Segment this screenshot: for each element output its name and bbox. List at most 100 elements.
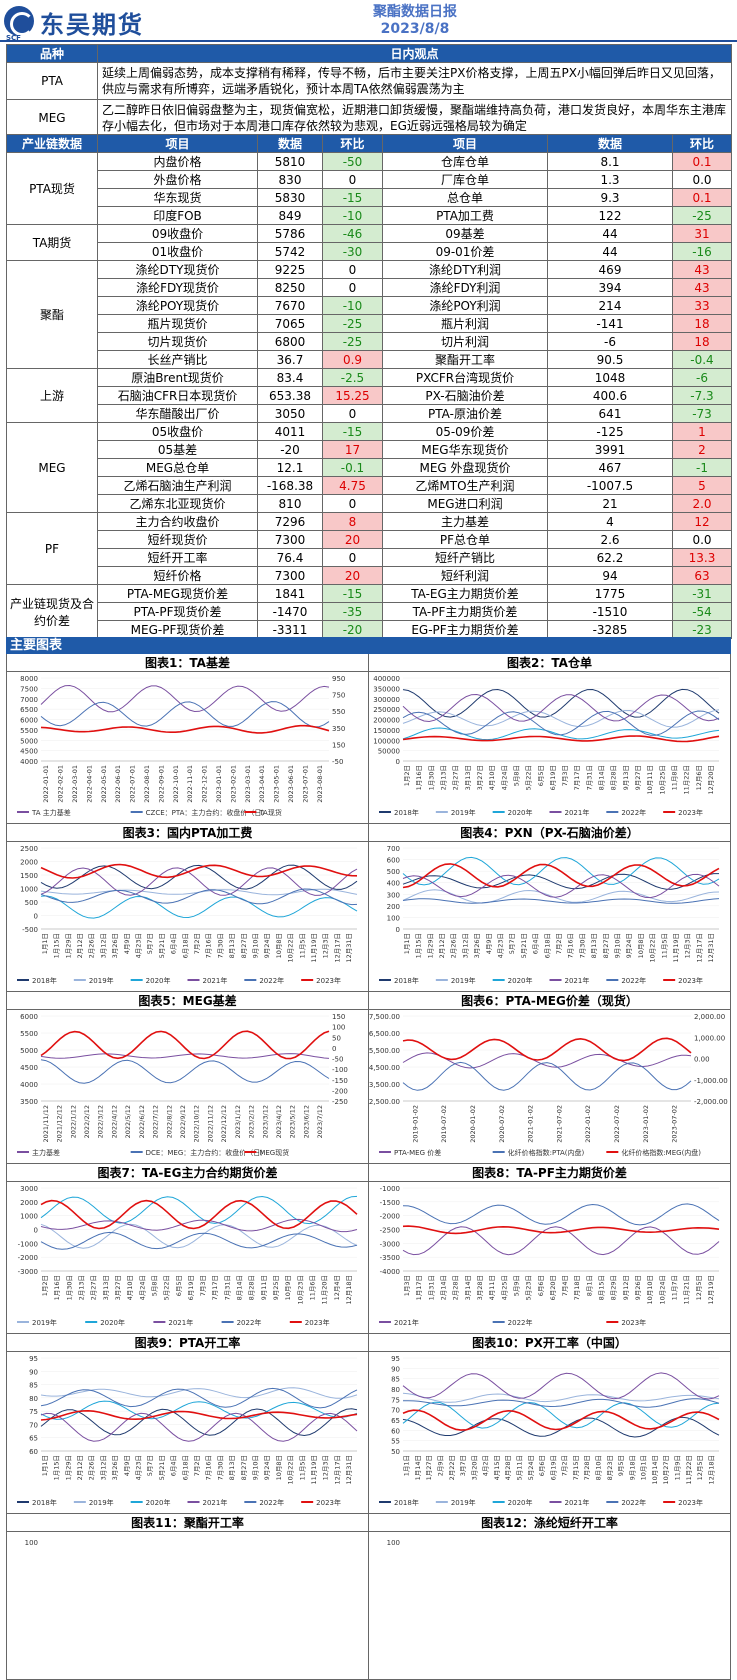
x-tick-label: 2022-03-01 xyxy=(71,765,79,803)
y-tick-label: 60 xyxy=(391,1427,400,1435)
data-table-item-change: -25 xyxy=(322,332,383,351)
data-table-item-change: 0.1 xyxy=(672,188,732,207)
x-tick-label: 8月14日 xyxy=(598,765,606,790)
data-table-group: 上游 xyxy=(6,368,98,423)
series-line xyxy=(40,895,358,919)
x-tick-label: 2021/12/12 xyxy=(56,1105,64,1142)
data-table-item-name: TA-PF主力期货价差 xyxy=(382,602,548,621)
data-table-item-name: 涤纶POY利润 xyxy=(382,296,548,315)
x-tick-label: 4月9日 xyxy=(123,1455,131,1476)
data-table-item-name: 切片利润 xyxy=(382,332,548,351)
x-tick-label: 3月27日 xyxy=(114,1275,122,1300)
x-tick-label: 2023/3/12 xyxy=(261,1105,269,1138)
data-table-item-change: -20 xyxy=(322,620,383,639)
x-tick-label: 7月31日 xyxy=(585,765,593,790)
x-tick-label: 2023-06-01 xyxy=(287,765,295,803)
x-tick-label: 2月12日 xyxy=(76,933,84,958)
data-table-item-value: 653.38 xyxy=(257,386,323,405)
x-tick-label: 10月22日 xyxy=(649,933,657,963)
y-tick-label: 75 xyxy=(391,1396,400,1404)
data-table-item-value: 467 xyxy=(547,458,673,477)
x-tick-label: 2022-04-01 xyxy=(85,765,93,803)
data-table-item-value: -1510 xyxy=(547,602,673,621)
x-tick-label: 10月22日 xyxy=(287,1455,295,1485)
brand-name: 东吴期货 xyxy=(40,11,144,39)
series-line xyxy=(402,693,720,723)
data-table-item-change: -25 xyxy=(672,206,732,225)
x-tick-label: 4月2日 xyxy=(482,1455,490,1476)
data-table-item-name: MEG总仓单 xyxy=(97,458,258,477)
data-table-item-name: MEG华东现货价 xyxy=(382,440,548,459)
data-table-item-change: 63 xyxy=(672,566,732,585)
data-table-item-value: 214 xyxy=(547,296,673,315)
legend-label: 2020年 xyxy=(508,808,533,817)
legend-label: 2021年 xyxy=(203,1498,228,1507)
legend-label: 2019年 xyxy=(451,808,476,817)
x-tick-label: 5月23日 xyxy=(525,1275,533,1300)
data-table-item-name: TA-EG主力期货价差 xyxy=(382,584,548,603)
series-line xyxy=(40,701,330,728)
data-table-item-value: 810 xyxy=(257,494,323,513)
chart-plot: 100 xyxy=(25,1539,38,1547)
x-tick-label: 10月8日 xyxy=(275,933,283,958)
data-table-item-change: -6 xyxy=(672,368,732,387)
x-tick-label: 7月4日 xyxy=(561,1275,569,1296)
legend-label: 2022年 xyxy=(237,1318,262,1327)
x-tick-label: 6月20日 xyxy=(549,1275,557,1300)
y-tick-label: 100000 xyxy=(373,737,400,745)
data-table-item-value: 641 xyxy=(547,404,673,423)
legend-label: 2023年 xyxy=(678,808,703,817)
y-tick-label: -3000 xyxy=(380,1240,400,1248)
y-tick-label: 50000 xyxy=(378,748,400,756)
x-tick-label: 11月5日 xyxy=(660,933,668,958)
x-tick-label: 6月5日 xyxy=(537,765,545,786)
series-line xyxy=(40,1409,358,1421)
series-line xyxy=(402,1372,720,1400)
data-table-item-value: 6800 xyxy=(257,332,323,351)
x-tick-label: 2月28日 xyxy=(452,1275,460,1300)
data-table-row: 乙烯石脑油生产利润 -168.38 4.75 乙烯MTO生产利润 -1007.5 5 xyxy=(7,476,732,495)
x-tick-label: 2022-07-01 xyxy=(129,765,137,803)
y-tick-label: 1000 xyxy=(20,886,38,894)
y-tick-label: 90 xyxy=(391,1365,400,1373)
y-tick-label: 90 xyxy=(29,1368,38,1376)
x-tick-label: 8月27日 xyxy=(240,933,248,958)
x-tick-label: 2022/9/12 xyxy=(179,1105,187,1138)
x-tick-label: 11月19日 xyxy=(310,933,318,963)
chart-panel: 图表5：MEG基差 6000 5500 5000 4500 4000 3500 150 100 5… xyxy=(7,992,369,1164)
data-table-item-value: 394 xyxy=(547,278,673,297)
x-tick-label: 10月1日 xyxy=(640,1455,648,1480)
x-tick-label: 11月7日 xyxy=(670,1275,678,1300)
summary-product: MEG xyxy=(6,99,98,137)
x-tick-label: 8月28日 xyxy=(248,1275,256,1300)
data-table-group: PTA现货 xyxy=(6,152,98,225)
x-tick-label: 11月5日 xyxy=(298,933,306,958)
x-tick-label: 12月3日 xyxy=(684,933,692,958)
x-tick-label: 2022/8/12 xyxy=(165,1105,173,1138)
chart-grid: 图表1：TA基差 8000 7500 7000 6500 6000 5500 5000 4500… xyxy=(6,654,731,1680)
x-tick-label: 4月11日 xyxy=(488,1275,496,1300)
y-tick-label: 4000 xyxy=(20,1081,38,1089)
legend-label: 2022年 xyxy=(621,976,646,985)
series-line xyxy=(40,863,358,879)
x-tick-label: 3月12日 xyxy=(99,1455,107,1480)
y-tick-label: 0 xyxy=(34,1227,38,1235)
x-tick-label: 2022/5/12 xyxy=(124,1105,132,1138)
data-table-item-change: -15 xyxy=(322,422,383,441)
data-table-item-name: PF总仓单 xyxy=(382,530,548,549)
data-table-item-change: 0.0 xyxy=(672,170,732,189)
data-table-item-change: -73 xyxy=(672,404,732,423)
report-date: 2023/8/8 xyxy=(380,21,450,37)
y-tick-label: 2,500.00 xyxy=(369,1098,400,1106)
x-tick-label: 9月12日 xyxy=(622,1275,630,1300)
y-tick-label: -4000 xyxy=(380,1268,400,1276)
data-table-item-name: 09基差 xyxy=(382,224,548,243)
series-line xyxy=(40,1387,358,1409)
x-tick-label: 2023-01-01 xyxy=(215,765,223,803)
data-table-item-change: -25 xyxy=(322,314,383,333)
y-tick-label: 2000 xyxy=(20,859,38,867)
x-tick-label: 6月19日 xyxy=(187,1275,195,1300)
legend-label: 2021年 xyxy=(565,1498,590,1507)
data-table-item-name: 05-09价差 xyxy=(382,422,548,441)
